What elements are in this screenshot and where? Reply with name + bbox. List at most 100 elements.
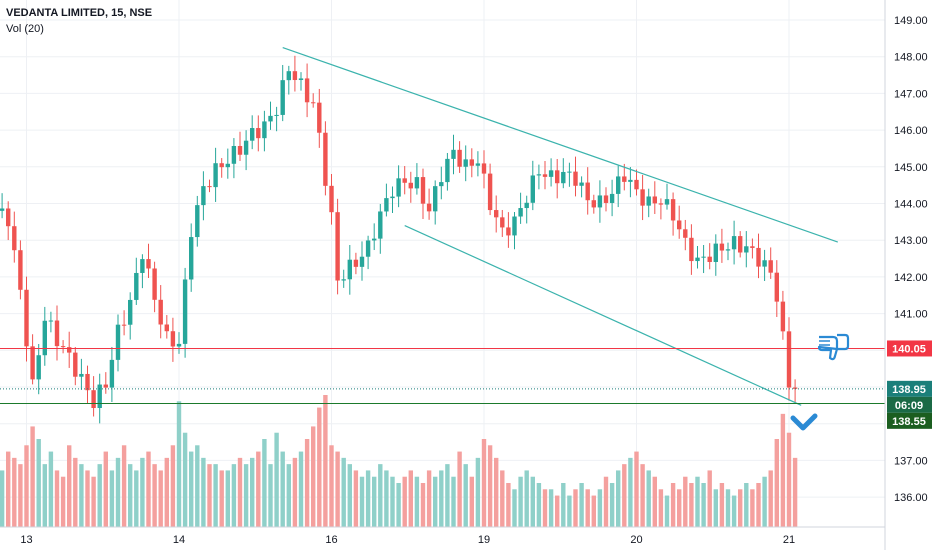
- y-tick-label: 137.00: [894, 455, 928, 467]
- candle-body: [243, 140, 249, 155]
- volume-bar: [274, 432, 279, 527]
- volume-bar: [695, 476, 700, 527]
- volume-bar: [768, 470, 773, 527]
- candle-body: [286, 71, 291, 81]
- candle-body: [542, 174, 548, 177]
- volume-bar: [134, 470, 139, 527]
- volume-bar: [731, 495, 737, 527]
- volume-bar: [463, 464, 468, 527]
- candle-body: [298, 78, 304, 81]
- candle-body: [683, 229, 688, 238]
- volume-bar: [792, 457, 798, 527]
- volume-bar: [359, 476, 365, 527]
- volume-bar: [670, 483, 676, 527]
- candle-body: [6, 208, 11, 227]
- volume-bar: [780, 413, 786, 527]
- bar-countdown-badge-text: 06:09: [895, 400, 923, 412]
- volume-bar: [744, 483, 749, 527]
- volume-bar: [603, 476, 609, 527]
- y-tick-label: 146.00: [894, 125, 928, 137]
- time-axis[interactable]: 13 14 16 19 20 21: [0, 526, 885, 546]
- candle-body: [146, 259, 151, 269]
- candle-body: [439, 182, 444, 187]
- candle-body: [207, 186, 212, 188]
- candle-body: [634, 179, 639, 190]
- volume-bar: [146, 451, 151, 527]
- trendline[interactable]: [404, 224, 802, 406]
- volume-bar: [536, 483, 542, 527]
- y-tick-label: 149.00: [894, 15, 928, 27]
- support-price-badge-text: 138.55: [892, 416, 926, 428]
- last-price-badge-text: 138.95: [892, 384, 926, 396]
- volume-bar: [54, 470, 60, 527]
- candle-body: [750, 246, 755, 248]
- volume-bar: [408, 470, 413, 527]
- volume-bar: [555, 495, 560, 527]
- volume-bar: [109, 470, 115, 527]
- volume-bar: [164, 457, 169, 527]
- volume-bar: [0, 470, 5, 527]
- x-tick-label: 19: [478, 534, 490, 546]
- volume-bar: [579, 483, 584, 527]
- volume-bar: [725, 489, 731, 527]
- volume-bar: [280, 451, 285, 527]
- volume-bar: [567, 495, 572, 527]
- volume-bar: [634, 451, 639, 527]
- volume-bar: [622, 464, 627, 527]
- candle-body: [719, 243, 725, 251]
- volume-bars: [0, 395, 798, 527]
- candle-body: [24, 289, 29, 347]
- volume-bar: [170, 445, 176, 527]
- candle-body: [695, 257, 700, 262]
- x-tick-label: 21: [783, 534, 795, 546]
- candle-body: [426, 203, 432, 212]
- last-price-badge: [887, 380, 932, 397]
- candle-body: [201, 186, 206, 206]
- candle-body: [390, 196, 395, 199]
- volume-bar: [439, 470, 444, 527]
- trendlines[interactable]: [282, 46, 838, 406]
- volume-bar: [268, 464, 273, 527]
- volume-bar: [506, 483, 511, 527]
- candle-body: [664, 199, 670, 205]
- candle-body: [329, 185, 334, 213]
- volume-bar: [402, 476, 407, 527]
- volume-bar: [286, 464, 291, 527]
- candle-body: [792, 387, 798, 389]
- candle-body: [182, 279, 188, 344]
- candle-body: [353, 259, 359, 267]
- volume-bar: [762, 476, 767, 527]
- volume-bar: [372, 476, 377, 527]
- price-levels[interactable]: [0, 347, 885, 405]
- candle-body: [176, 343, 182, 347]
- candle-body: [579, 182, 584, 186]
- candle-body: [536, 174, 542, 176]
- y-tick-label: 147.00: [894, 88, 928, 100]
- candle-body: [780, 301, 786, 332]
- volume-bar: [207, 464, 212, 527]
- price-badges: 140.05 138.95 06:09 138.55: [887, 340, 932, 429]
- volume-bar: [219, 470, 224, 527]
- candle-body: [725, 249, 731, 251]
- candle-body: [128, 299, 133, 325]
- candle-body: [481, 163, 487, 174]
- candle-body: [347, 259, 352, 280]
- candle-body: [42, 320, 47, 356]
- candle-body: [506, 227, 511, 236]
- volume-bar: [323, 395, 328, 527]
- volume-bar: [250, 457, 255, 527]
- candle-body: [420, 177, 426, 204]
- candle-body: [652, 196, 657, 204]
- candle-body: [609, 193, 615, 203]
- trendline[interactable]: [282, 46, 838, 243]
- candle-body: [140, 259, 145, 273]
- price-axis[interactable]: 136.00137.00138.00139.00140.00141.00142.…: [884, 0, 928, 550]
- candle-body: [262, 121, 267, 139]
- candle-body: [701, 256, 706, 258]
- volume-bar: [585, 489, 590, 527]
- volume-bar: [640, 464, 645, 527]
- candle-body: [396, 178, 401, 197]
- volume-bar: [701, 483, 706, 527]
- grid: [0, 0, 885, 527]
